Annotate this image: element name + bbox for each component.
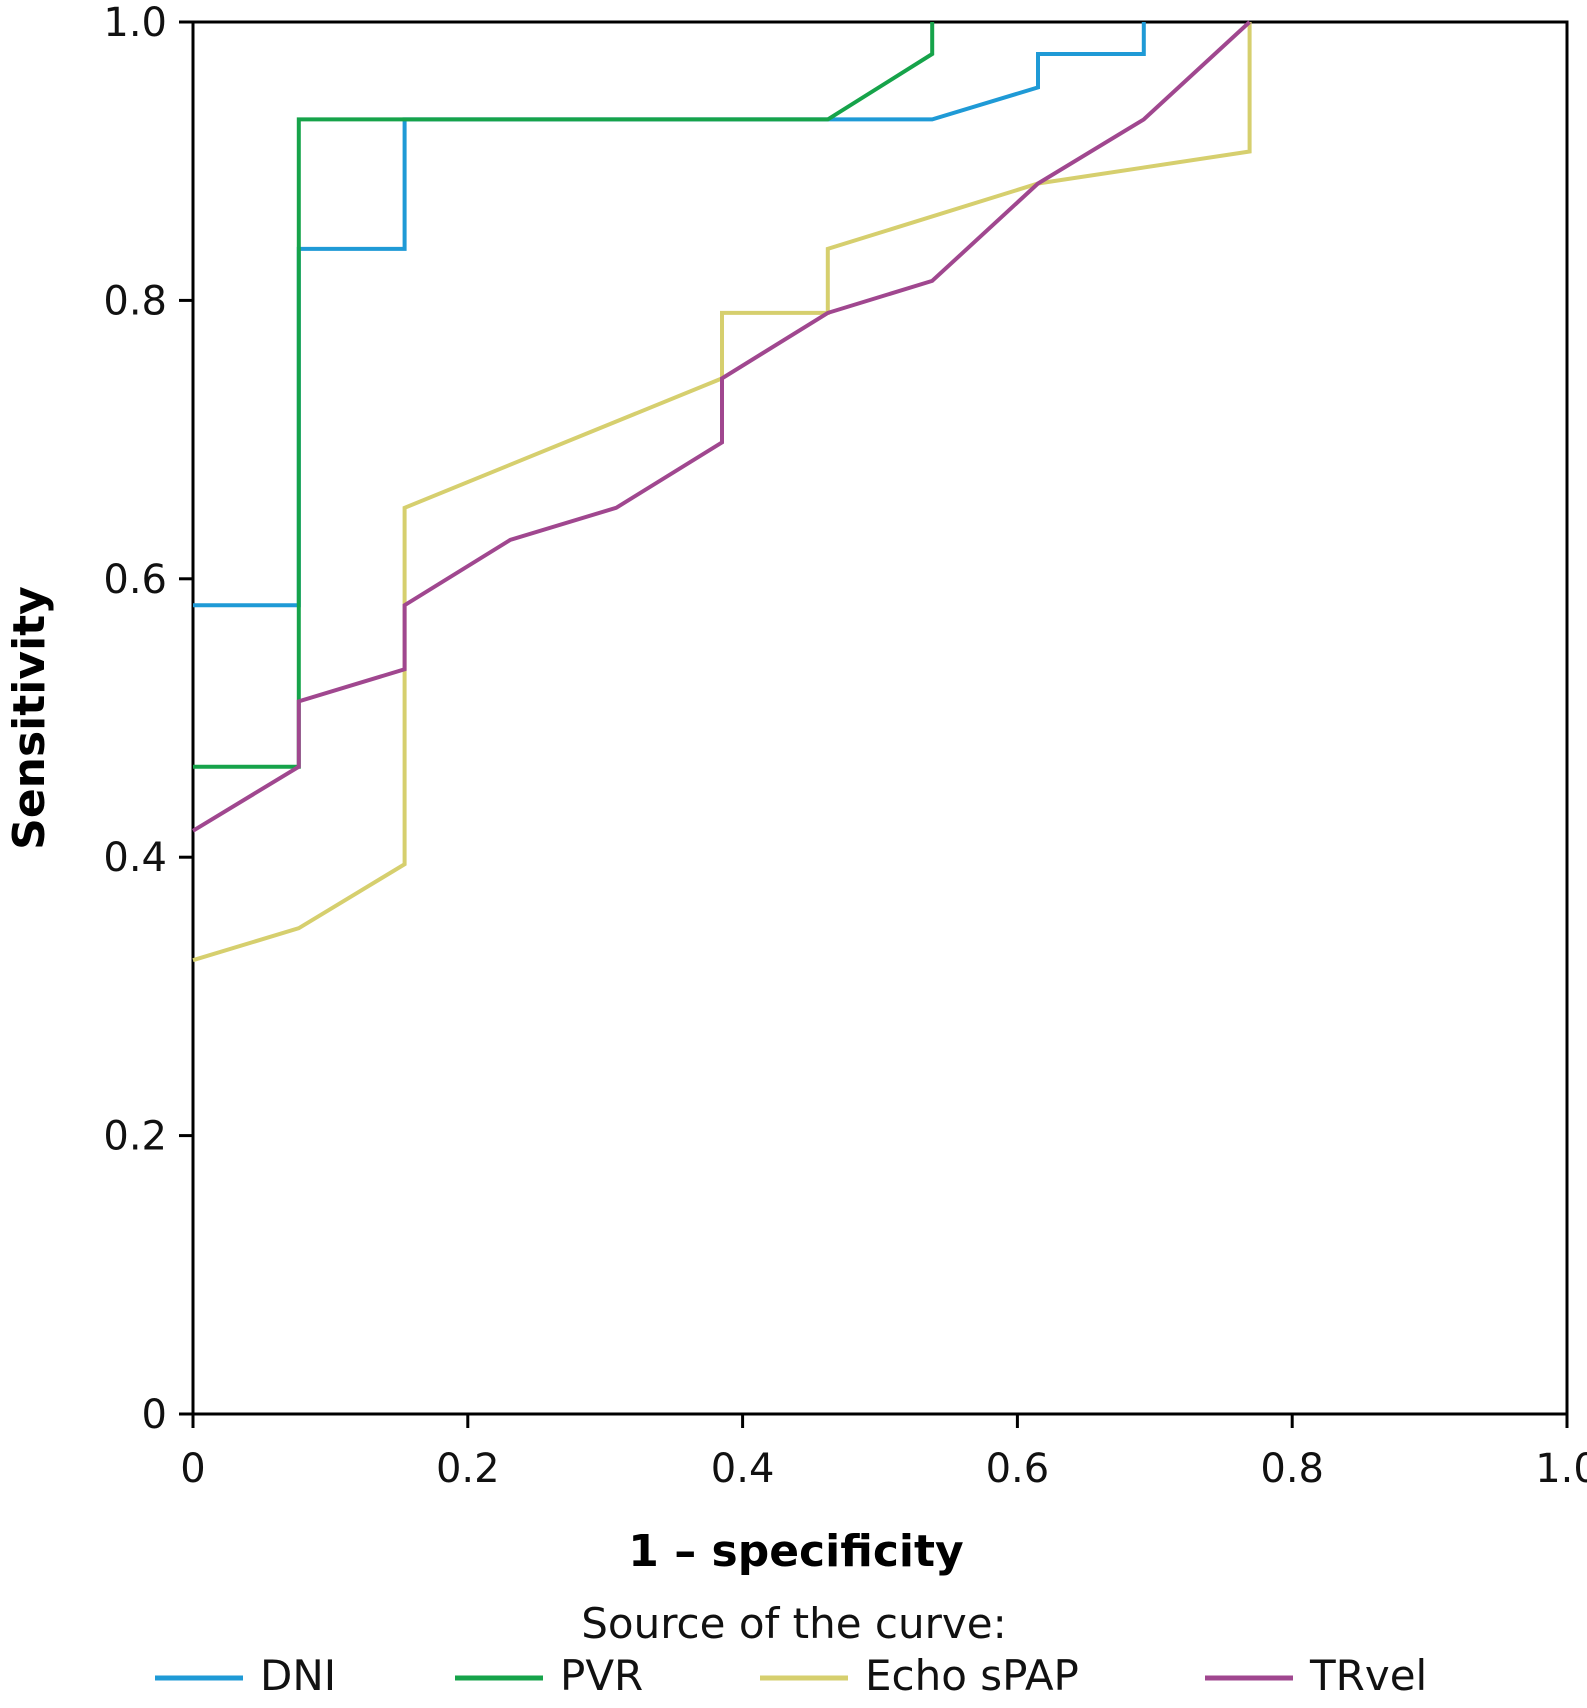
series-line-pvr xyxy=(193,22,935,769)
legend-label: Echo sPAP xyxy=(865,1651,1079,1700)
legend-title: Source of the curve: xyxy=(581,1599,1007,1648)
x-tick-label: 0.4 xyxy=(711,1446,775,1492)
series-line-dni xyxy=(193,22,1146,608)
x-tick-label: 0 xyxy=(180,1446,205,1492)
legend-label: PVR xyxy=(560,1651,643,1700)
y-tick-label: 0.4 xyxy=(103,835,167,881)
series-lines xyxy=(191,20,1252,963)
y-axis-ticks: 0 0.2 0.4 0.6 0.8 1.0 xyxy=(103,0,193,1438)
legend-label: DNI xyxy=(260,1651,336,1700)
x-tick-label: 0.2 xyxy=(436,1446,500,1492)
legend: DNI PVR Echo sPAP TRvel xyxy=(155,1651,1427,1700)
x-tick-label: 1.0 xyxy=(1535,1446,1587,1492)
series-line-echo-spap xyxy=(192,22,1252,963)
y-tick-label: 0.6 xyxy=(103,557,167,603)
plot-frame xyxy=(191,20,1569,1416)
x-tick-label: 0.8 xyxy=(1260,1446,1324,1492)
x-tick-label: 0.6 xyxy=(986,1446,1050,1492)
y-tick-label: 0.2 xyxy=(103,1114,167,1160)
x-axis-title: 1 – specificity xyxy=(628,1526,963,1577)
legend-label: TRvel xyxy=(1309,1651,1427,1700)
y-axis-title: Sensitivity xyxy=(4,586,55,850)
y-tick-label: 0.8 xyxy=(103,278,167,324)
y-tick-label: 1.0 xyxy=(103,0,167,46)
series-line-trvel xyxy=(191,20,1251,833)
x-axis-ticks: 0 0.2 0.4 0.6 0.8 1.0 xyxy=(180,1414,1587,1492)
y-tick-label: 0 xyxy=(142,1392,167,1438)
